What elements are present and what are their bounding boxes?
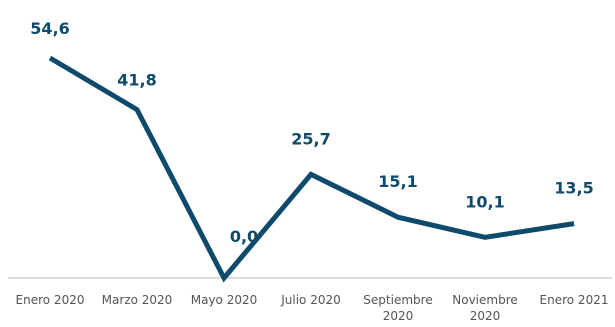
x-tick-label: Mayo 2020 <box>191 293 258 307</box>
x-tick-label-line: Mayo 2020 <box>191 293 258 307</box>
x-tick-label-line: Enero 2020 <box>16 293 85 307</box>
x-tick-label-line: 2020 <box>383 309 414 323</box>
data-label: 41,8 <box>117 71 156 90</box>
x-tick-labels-group: Enero 2020 Marzo 2020 Mayo 2020 Julio 2020 S… <box>16 293 609 323</box>
data-label: 54,6 <box>30 19 69 38</box>
x-tick-label-line: Marzo 2020 <box>102 293 173 307</box>
x-tick-label: Julio 2020 <box>280 293 341 307</box>
data-label: 10,1 <box>465 192 504 211</box>
x-tick-label-line: Noviembre <box>452 293 518 307</box>
data-label: 13,5 <box>554 179 593 198</box>
x-tick-label: Enero 2020 <box>16 293 85 307</box>
data-label: 15,1 <box>378 172 417 191</box>
x-tick-label: Noviembre 2020 <box>452 293 518 323</box>
data-label: 25,7 <box>291 129 330 148</box>
x-tick-label: Enero 2021 <box>540 293 609 307</box>
data-label: 0,0 <box>230 227 258 246</box>
x-tick-label-line: Enero 2021 <box>540 293 609 307</box>
x-tick-label-line: Septiembre <box>363 293 432 307</box>
x-tick-label: Marzo 2020 <box>102 293 173 307</box>
x-tick-label-line: Julio 2020 <box>280 293 341 307</box>
x-tick-label: Septiembre 2020 <box>363 293 432 323</box>
series-line <box>48 55 575 283</box>
data-labels-group: 54,6 41,8 0,0 25,7 15,1 10,1 13,5 <box>30 19 593 246</box>
x-tick-label-line: 2020 <box>470 309 501 323</box>
